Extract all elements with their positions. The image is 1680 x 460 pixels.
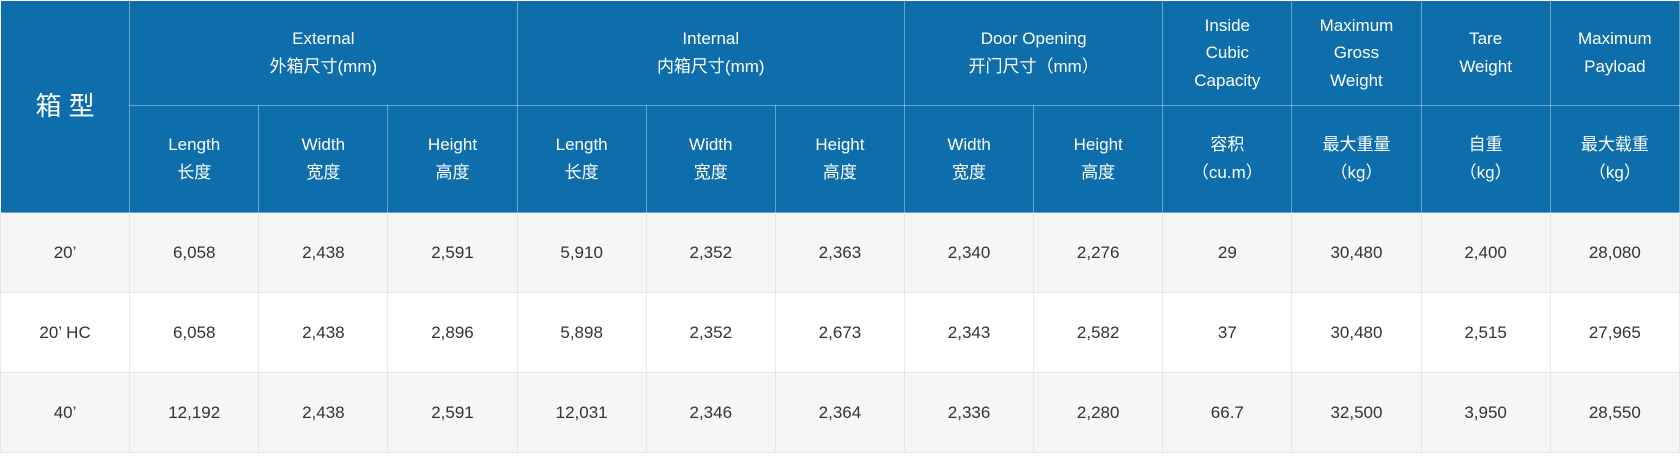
spec-cell: 6,058 [129,292,260,373]
spec-cell: 2,352 [645,292,776,373]
spec-cell: 12,192 [129,372,260,453]
spec-cell: 2,896 [387,292,518,373]
spec-cell: 2,363 [774,212,905,293]
spec-cell: 37 [1162,292,1293,373]
subheader-tare-weight-unit: 自重 （kg） [1420,105,1551,213]
table-row-40ft: 40’ 12,192 2,438 2,591 12,031 2,346 2,36… [0,372,1680,453]
spec-cell: 2,280 [1033,372,1164,453]
sub-header-row: Length 长度 Width 宽度 Height 高度 Length 长度 W… [1,105,1680,213]
spec-cell: 2,364 [774,372,905,453]
subheader-gross-weight-unit: 最大重量 （kg） [1291,105,1422,213]
subheader-internal-length: Length 长度 [516,105,647,213]
group-header-door-opening: Door Opening 开门尺寸（mm） [903,0,1164,106]
spec-cell: 28,550 [1549,372,1680,453]
spec-cell: 2,582 [1033,292,1164,373]
spec-cell: 2,438 [258,372,389,453]
spec-cell: 30,480 [1291,292,1422,373]
group-header-maximum-payload: Maximum Payload [1549,0,1680,106]
spec-cell: 2,343 [903,292,1035,373]
subheader-door-height: Height 高度 [1033,105,1164,213]
spec-cell: 2,346 [645,372,776,453]
group-header-inside-cubic-capacity: Inside Cubic Capacity [1162,0,1293,106]
spec-table-body: 20’ 6,058 2,438 2,591 5,910 2,352 2,363 … [0,212,1680,453]
group-header-external: External 外箱尺寸(mm) [129,0,518,106]
spec-cell: 2,352 [645,212,776,293]
table-row-20ft: 20’ 6,058 2,438 2,591 5,910 2,352 2,363 … [0,212,1680,293]
spec-cell: 27,965 [1549,292,1680,373]
spec-cell: 2,591 [387,212,518,293]
subheader-internal-height: Height 高度 [774,105,905,213]
table-row-20ft-hc: 20’ HC 6,058 2,438 2,896 5,898 2,352 2,6… [0,292,1680,373]
spec-cell: 2,276 [1033,212,1164,293]
spec-cell: 5,910 [516,212,647,293]
group-header-maximum-gross-weight: Maximum Gross Weight [1291,0,1422,106]
spec-cell: 2,591 [387,372,518,453]
subheader-external-width: Width 宽度 [258,105,389,213]
row-type-cell: 20’ HC [0,292,131,373]
spec-cell: 32,500 [1291,372,1422,453]
spec-cell: 66.7 [1162,372,1293,453]
spec-table-header: 箱 型 External 外箱尺寸(mm) Internal 内箱尺寸(mm) … [0,0,1680,213]
group-header-row: 箱 型 External 外箱尺寸(mm) Internal 内箱尺寸(mm) … [0,0,1680,213]
row-type-cell: 20’ [0,212,131,293]
spec-cell: 12,031 [516,372,647,453]
subheader-capacity-unit: 容积 （cu.m） [1162,105,1293,213]
spec-cell: 2,400 [1420,212,1551,293]
subheader-external-length: Length 长度 [129,105,260,213]
spec-cell: 2,340 [903,212,1035,293]
subheader-door-width: Width 宽度 [903,105,1035,213]
spec-cell: 29 [1162,212,1293,293]
subheader-internal-width: Width 宽度 [645,105,776,213]
spec-cell: 2,438 [258,212,389,293]
spec-cell: 5,898 [516,292,647,373]
spec-cell: 3,950 [1420,372,1551,453]
spec-cell: 2,515 [1420,292,1551,373]
group-header-internal: Internal 内箱尺寸(mm) [516,0,905,106]
spec-cell: 28,080 [1549,212,1680,293]
spec-cell: 2,336 [903,372,1035,453]
spec-cell: 30,480 [1291,212,1422,293]
spec-cell: 2,438 [258,292,389,373]
spec-cell: 2,673 [774,292,905,373]
subheader-external-height: Height 高度 [387,105,518,213]
spec-cell: 6,058 [129,212,260,293]
box-type-header: 箱 型 [0,0,131,213]
group-header-tare-weight: Tare Weight [1420,0,1551,106]
row-type-cell: 40’ [0,372,131,453]
subheader-payload-unit: 最大载重 （kg） [1549,105,1680,213]
